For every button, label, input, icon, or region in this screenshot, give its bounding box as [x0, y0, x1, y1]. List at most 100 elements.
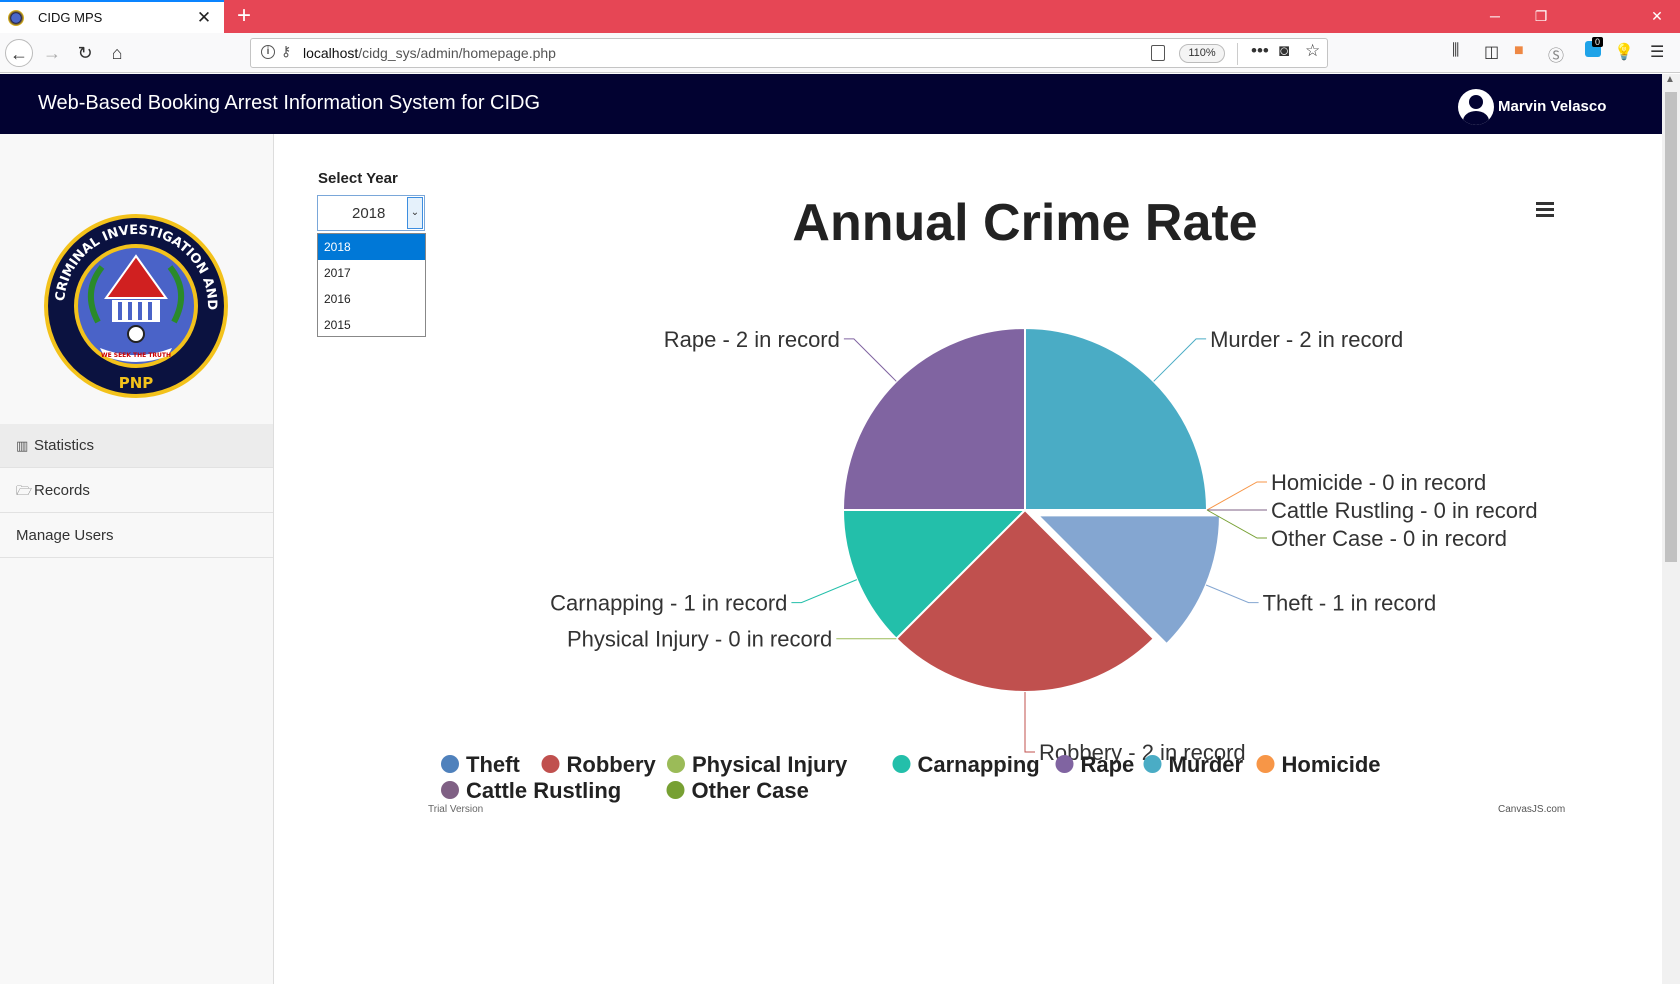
data-label-other-case: Other Case - 0 in record: [1271, 526, 1507, 551]
year-select-value: 2018: [352, 205, 386, 222]
legend-item-carnapping: Carnapping: [892, 752, 1040, 777]
data-label-robbery: Robbery - 2 in record: [1039, 740, 1246, 765]
label-line-theft: [1205, 584, 1259, 604]
chart-title: Annual Crime Rate: [792, 194, 1257, 252]
sidebar-item-manage-users[interactable]: Manage Users: [0, 514, 273, 558]
crime-pie-chart: Annual Crime Rate Theft - 1 in record Rob…: [428, 194, 1565, 815]
bookmark-star-icon[interactable]: ☆: [1305, 41, 1321, 60]
label-line-homicide: [1206, 481, 1267, 511]
year-option[interactable]: 2016: [324, 292, 351, 306]
address-bar[interactable]: i ⚷ localhost/cidg_sys/admin/homepage.ph…: [250, 38, 1328, 68]
tab-title: CIDG MPS: [38, 10, 103, 25]
legend-label: Carnapping: [918, 752, 1040, 777]
legend-label: Cattle Rustling: [466, 778, 621, 803]
label-line-robbery: [1024, 692, 1035, 753]
legend-marker: [441, 781, 459, 799]
year-option[interactable]: 2017: [324, 266, 351, 280]
data-label-theft: Theft - 1 in record: [1263, 591, 1437, 616]
url-text: localhost/cidg_sys/admin/homepage.php: [303, 45, 556, 61]
extension-s-icon[interactable]: Ⓢ: [1548, 48, 1565, 65]
year-option[interactable]: 2015: [324, 318, 351, 332]
data-label-physical-injury: Physical Injury - 0 in record: [567, 627, 832, 652]
sidebar-item-label: Manage Users: [16, 527, 114, 544]
year-dropdown-list: 2018 2017 2016 2015: [317, 233, 426, 337]
legend-marker: [892, 755, 911, 773]
data-label-cattle-rustling: Cattle Rustling - 0 in record: [1271, 498, 1538, 523]
chevron-down-icon[interactable]: ⌄: [407, 197, 423, 229]
legend-item-rape: Rape: [1055, 752, 1135, 777]
pie-slice-theft: [1035, 514, 1221, 646]
data-label-homicide: Homicide - 0 in record: [1271, 470, 1486, 495]
forward-button[interactable]: →: [43, 43, 61, 63]
legend-item-other-case: Other Case: [666, 778, 809, 803]
legend-item-theft: Theft: [441, 752, 520, 777]
cidg-favicon-icon: [8, 9, 24, 26]
reload-button[interactable]: ↻: [77, 43, 93, 63]
year-option[interactable]: 2018: [318, 234, 425, 260]
bar-chart-icon: ▥: [16, 438, 29, 453]
extension-bulb-icon[interactable]: 💡: [1614, 44, 1634, 61]
sidebar: CRIMINAL INVESTIGATION AND DETECTION GRO…: [0, 134, 274, 984]
notification-count: 0: [1592, 37, 1604, 47]
library-icon[interactable]: ⫼: [1452, 42, 1460, 59]
legend-label: Physical Injury: [692, 752, 848, 777]
browser-menu-icon[interactable]: ☰: [1650, 44, 1665, 61]
data-label-carnapping: Carnapping - 1 in record: [550, 591, 787, 616]
reader-view-icon[interactable]: [1151, 45, 1165, 61]
legend-item-cattle-rustling: Cattle Rustling: [441, 778, 621, 803]
label-line-rape: [843, 338, 897, 382]
extension-color-icon[interactable]: ■: [1514, 42, 1524, 59]
select-year-label: Select Year: [318, 170, 398, 187]
sidebar-item-records[interactable]: 🗁 Records: [0, 469, 273, 513]
zoom-level[interactable]: 110%: [1179, 44, 1225, 63]
browser-tab[interactable]: CIDG MPS ✕: [0, 0, 224, 33]
legend-label: Rape: [1081, 752, 1135, 777]
legend-marker: [541, 755, 560, 773]
folder-open-icon: 🗁: [16, 483, 33, 498]
close-tab-icon[interactable]: ✕: [196, 7, 212, 27]
legend-label: Robbery: [567, 752, 657, 777]
canvasjs-credit: CanvasJS.com: [1498, 804, 1565, 815]
data-label-murder: Murder - 2 in record: [1210, 327, 1403, 352]
sidebar-item-label: Records: [34, 482, 90, 499]
sidebar-item-label: Statistics: [34, 437, 95, 454]
scroll-up-icon[interactable]: ▲: [1665, 74, 1675, 85]
user-name[interactable]: Marvin Velasco: [1498, 98, 1607, 115]
url-separator: [1237, 43, 1238, 65]
legend-item-murder: Murder: [1143, 752, 1244, 777]
year-select[interactable]: 2018 ⌄: [317, 195, 425, 231]
chart-menu-icon[interactable]: [1536, 202, 1554, 218]
legend-label: Other Case: [692, 778, 809, 803]
app-title: Web-Based Booking Arrest Information Sys…: [38, 92, 541, 114]
back-button[interactable]: ←: [5, 39, 33, 67]
sidebar-toggle-icon[interactable]: ◫: [1484, 44, 1500, 61]
cidg-logo: CRIMINAL INVESTIGATION AND DETECTION GRO…: [36, 201, 230, 400]
new-tab-button[interactable]: +: [236, 2, 251, 29]
home-button[interactable]: ⌂: [111, 43, 123, 63]
legend-item-robbery: Robbery: [541, 752, 657, 777]
legend-label: Murder: [1169, 752, 1244, 777]
scrollbar-thumb[interactable]: [1665, 92, 1677, 562]
pie-slice-rape: [841, 326, 1026, 511]
key-icon: ⚷: [281, 43, 292, 59]
sidebar-item-statistics[interactable]: ▥ Statistics: [0, 424, 273, 468]
legend-item-physical-injury: Physical Injury: [667, 752, 848, 777]
trial-version-text: Trial Version: [428, 804, 483, 815]
legend-marker: [441, 755, 459, 773]
legend-label: Theft: [466, 752, 520, 777]
app-header: Web-Based Booking Arrest Information Sys…: [0, 74, 1662, 134]
close-window-button[interactable]: ✕: [1651, 8, 1663, 24]
legend-label: Homicide: [1282, 752, 1381, 777]
legend-marker: [1143, 755, 1162, 773]
pie-slice-robbery: [894, 508, 1156, 693]
pocket-icon[interactable]: ◙: [1279, 41, 1290, 60]
site-info-icon[interactable]: i: [261, 45, 275, 59]
restore-window-button[interactable]: ❐: [1534, 8, 1548, 24]
page-actions-icon[interactable]: •••: [1251, 41, 1269, 60]
user-avatar-icon[interactable]: [1458, 89, 1494, 125]
label-line-carnapping: [791, 579, 858, 604]
browser-tab-bar: CIDG MPS ✕ + ─ ❐ ✕: [0, 0, 1680, 33]
pie-slice-carnapping: [841, 509, 1028, 641]
label-line-other-case: [1206, 509, 1267, 539]
minimize-window-button[interactable]: ─: [1490, 8, 1500, 24]
